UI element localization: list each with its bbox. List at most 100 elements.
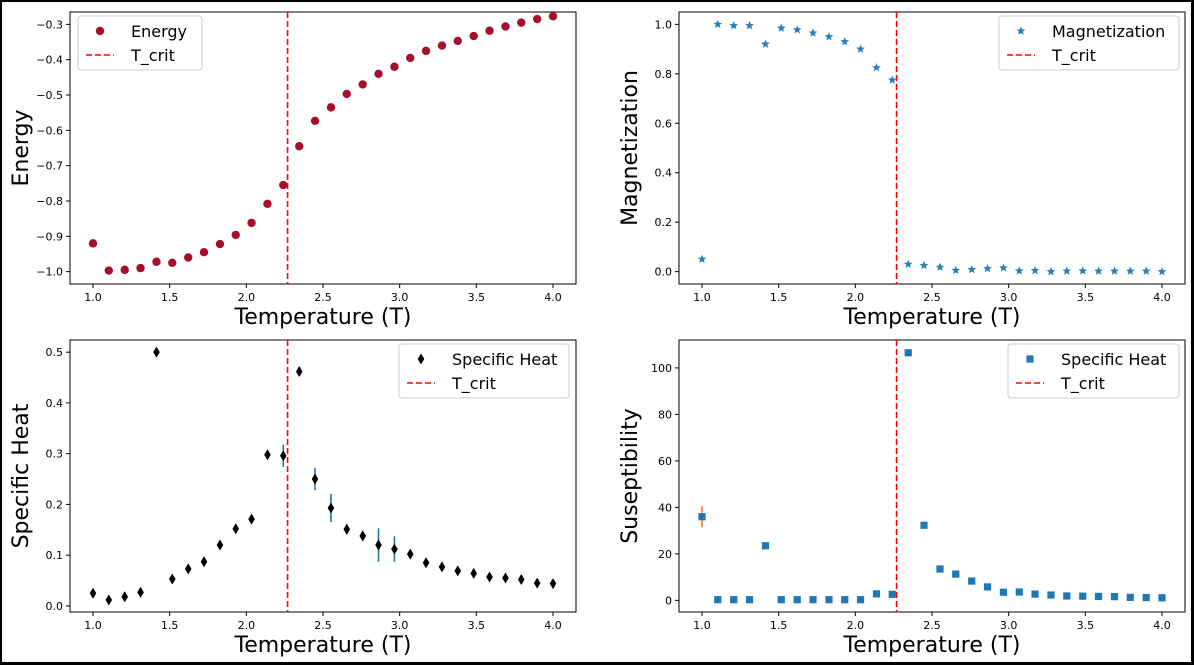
- data-point: [903, 259, 913, 268]
- y-tick-label: −0.5: [36, 89, 63, 102]
- x-tick-label: 2.5: [314, 291, 332, 304]
- data-point: [1094, 266, 1103, 275]
- legend: Specific Heat T_crit: [398, 343, 570, 399]
- data-point: [121, 591, 129, 603]
- data-point: [825, 596, 833, 604]
- x-tick-label: 1.5: [161, 291, 179, 304]
- data-point: [375, 539, 382, 551]
- data-point: [952, 570, 960, 578]
- subplot-3: 1.0 1.5 2.0 2.5 3.0 3.5 4.0 0.0 0.1 0.2 0.3 0.4 0.5 T…: [9, 339, 577, 658]
- y-tick-label: −0.6: [36, 124, 63, 137]
- legend-frame: [998, 15, 1180, 71]
- data-point: [168, 258, 177, 268]
- data-point: [983, 264, 992, 273]
- y-tick-label: 0.0: [655, 266, 673, 279]
- y-tick-label: 60: [658, 455, 672, 468]
- data-point: [469, 31, 478, 41]
- y-tick-label: 0.4: [46, 397, 64, 410]
- legend: Specific Heat T_crit: [1007, 343, 1180, 399]
- data-point: [856, 44, 865, 53]
- data-point: [247, 218, 256, 228]
- y-tick-label: 0.0: [46, 600, 64, 613]
- x-tick-label: 3.0: [391, 619, 409, 632]
- data-point: [1014, 266, 1024, 275]
- data-point: [549, 578, 557, 590]
- legend-label: T_crit: [451, 374, 496, 394]
- data-point: [1141, 266, 1151, 275]
- x-axis-label: Temperature (T): [843, 633, 1021, 658]
- data-point: [406, 548, 414, 560]
- y-tick-label: 20: [658, 548, 672, 561]
- data-point: [421, 46, 431, 56]
- data-point: [1031, 590, 1039, 598]
- x-tick-label: 3.0: [1000, 619, 1018, 632]
- data-point: [279, 450, 287, 462]
- data-point: [1063, 592, 1071, 600]
- x-tick-label: 1.0: [84, 619, 102, 632]
- data-point: [422, 557, 430, 569]
- data-point: [105, 594, 113, 606]
- x-tick-label: 3.5: [1077, 619, 1095, 632]
- data-point: [326, 103, 336, 112]
- data-point: [533, 14, 542, 24]
- data-point: [1158, 594, 1166, 602]
- x-tick-label: 1.0: [693, 619, 711, 632]
- data-point: [454, 565, 462, 577]
- data-point: [936, 565, 944, 573]
- data-point: [967, 265, 977, 274]
- legend-label: T_crit: [1060, 374, 1105, 394]
- data-point: [342, 89, 351, 99]
- data-point: [887, 75, 897, 84]
- data-point: [310, 116, 320, 126]
- subplot-4: 1.0 1.5 2.0 2.5 3.0 3.5 4.0 0 20 40 60 80 100 Tempera…: [618, 339, 1186, 658]
- legend-label: Energy: [131, 22, 187, 41]
- data-point: [199, 248, 209, 257]
- legend-marker: [1026, 355, 1034, 363]
- y-tick-label: 0.4: [655, 167, 673, 180]
- data-point: [777, 596, 785, 604]
- y-axis-label: Specific Heat: [9, 403, 34, 548]
- legend-label: Magnetization: [1052, 22, 1165, 41]
- data-point: [1079, 592, 1087, 600]
- y-tick-label: 0.1: [46, 549, 64, 562]
- legend-marker: [95, 26, 105, 36]
- data-point: [391, 543, 398, 555]
- x-tick-label: 2.5: [923, 291, 941, 304]
- data-point: [264, 449, 271, 461]
- x-tick-label: 1.5: [770, 291, 788, 304]
- data-point: [729, 21, 739, 30]
- data-point: [761, 39, 770, 48]
- legend-frame: [1007, 343, 1180, 399]
- data-point: [137, 586, 144, 598]
- data-point: [406, 53, 415, 63]
- y-axis-label: Suseptibility: [618, 408, 643, 544]
- data-point: [295, 365, 303, 377]
- data-point: [745, 21, 754, 30]
- x-tick-label: 1.0: [84, 291, 102, 304]
- y-tick-label: 100: [651, 362, 672, 375]
- data-point: [168, 573, 176, 585]
- legend-marker: [417, 353, 425, 365]
- data-point: [713, 19, 723, 29]
- data-point: [872, 63, 881, 72]
- data-point: [793, 596, 801, 604]
- data-point: [153, 346, 160, 358]
- x-tick-label: 2.0: [847, 291, 865, 304]
- data-point: [517, 18, 526, 27]
- data-point: [1126, 593, 1134, 601]
- data-point: [872, 590, 881, 598]
- data-point: [502, 572, 509, 584]
- subplot-1: 1.0 1.5 2.0 2.5 3.0 3.5 4.0 −1.0 −0.9 −0.8 −0.7 −0.…: [9, 11, 577, 330]
- data-point: [486, 571, 493, 583]
- data-point: [232, 523, 240, 535]
- data-point: [374, 69, 383, 79]
- x-tick-label: 4.0: [544, 619, 562, 632]
- x-tick-label: 1.5: [770, 619, 788, 632]
- data-point: [714, 596, 722, 604]
- x-tick-label: 2.0: [238, 619, 256, 632]
- data-point: [438, 561, 446, 573]
- y-tick-label: −0.7: [36, 160, 63, 173]
- data-point: [390, 62, 399, 71]
- data-point: [152, 257, 161, 266]
- data-point: [809, 596, 817, 604]
